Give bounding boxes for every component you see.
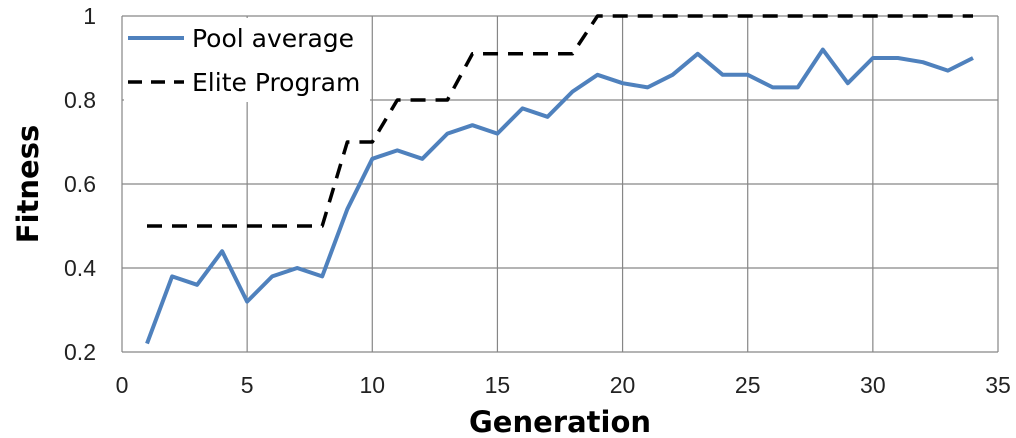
x-tick-label: 0 (116, 372, 129, 398)
x-tick-label: 35 (985, 372, 1011, 398)
y-tick-label: 0.4 (64, 255, 96, 281)
y-tick-label: 0.8 (64, 87, 96, 113)
elite-program-line (147, 14, 973, 228)
y-tick-label: 1 (83, 3, 96, 29)
x-tick-label: 15 (485, 372, 511, 398)
y-tick-label: 0.2 (64, 339, 96, 365)
legend-label: Pool average (192, 24, 354, 53)
tick-labels: 0 5 10 15 20 25 30 35 0.2 0.4 0.6 0.8 1 (64, 3, 1011, 398)
x-tick-label: 25 (735, 372, 761, 398)
pool-average-line (145, 47, 974, 345)
legend-background (124, 18, 370, 102)
x-axis-title: Generation (469, 405, 651, 438)
series-lines (145, 14, 974, 345)
x-tick-label: 30 (860, 372, 886, 398)
x-tick-label: 5 (241, 372, 254, 398)
x-tick-label: 20 (610, 372, 636, 398)
legend: Pool average Elite Program (128, 24, 360, 97)
legend-label: Elite Program (192, 68, 360, 97)
y-tick-label: 0.6 (64, 171, 96, 197)
y-axis-title: Fitness (11, 125, 45, 243)
x-tick-label: 10 (359, 372, 385, 398)
